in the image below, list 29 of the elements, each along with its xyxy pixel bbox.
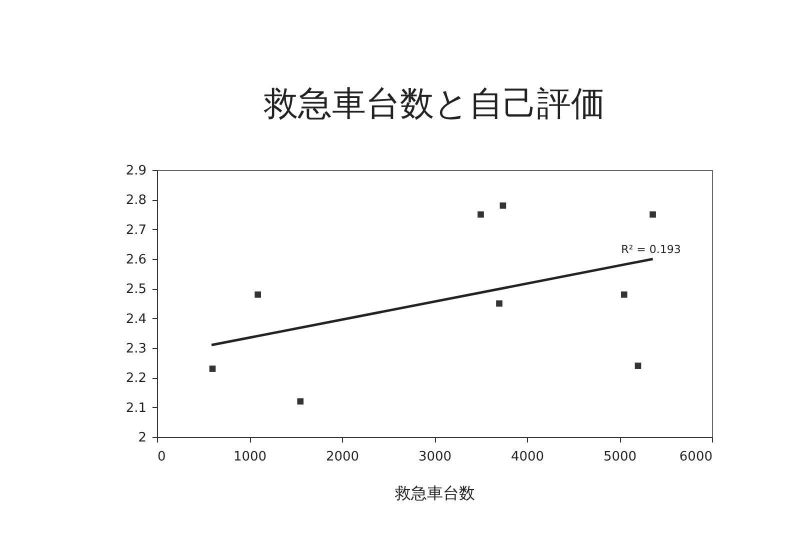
annotation: R² = 0.193: [621, 243, 681, 256]
x-tick-label: 5000: [603, 450, 637, 464]
y-tick-label: 2.4: [126, 312, 146, 327]
y-tick-label: 2.7: [126, 222, 146, 238]
point: [254, 291, 261, 298]
point: [634, 362, 642, 369]
y-tick-label: 2.2: [126, 371, 146, 386]
y-tick-label: 2.9: [126, 164, 146, 178]
x-tick-label: 0: [158, 450, 166, 464]
point: [297, 398, 304, 405]
y-tick-label: 2.8: [126, 193, 146, 208]
x-tick-label: 3000: [418, 450, 452, 464]
y-tick-label: 2: [138, 430, 146, 446]
y-tick-label: 2.3: [126, 342, 146, 356]
x-tick-label: 1000: [233, 450, 267, 464]
point: [496, 300, 502, 307]
point: [650, 211, 656, 218]
point: [478, 211, 484, 218]
point: [500, 202, 506, 209]
x-axis-title: 救急車台数: [394, 484, 475, 502]
x-tick-label: 6000: [679, 450, 712, 464]
y-tick-label: 2.6: [126, 252, 146, 268]
x-tick-label: 4000: [510, 450, 544, 464]
point: [209, 366, 216, 372]
point: [620, 291, 628, 298]
y-tick-label: 2.1: [126, 400, 146, 416]
y-tick-label: 2.5: [126, 282, 146, 298]
chart-title: 救急車台数と自己評価: [263, 84, 605, 124]
x-tick-label: 2000: [326, 450, 360, 464]
